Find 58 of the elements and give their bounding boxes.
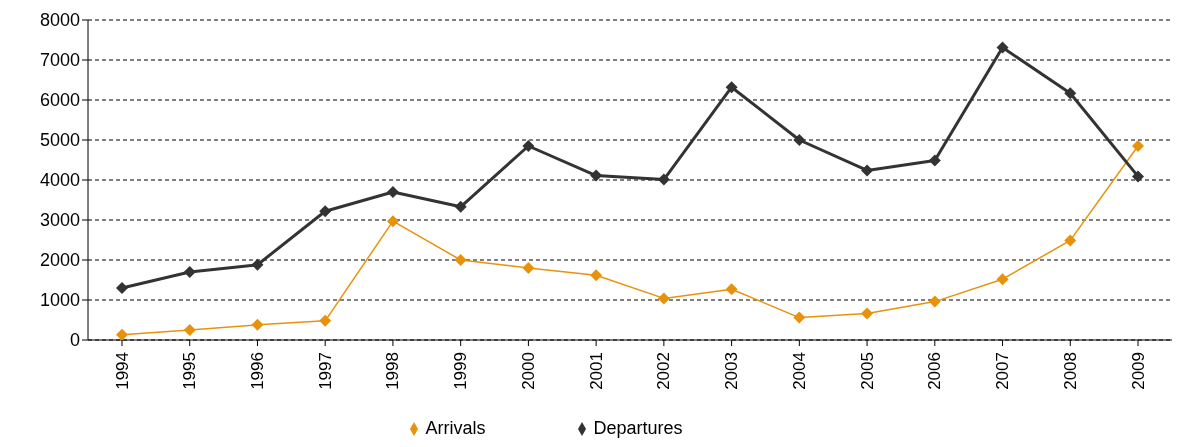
point (861, 164, 874, 177)
y-tick-label: 0 (69, 330, 80, 351)
point (928, 154, 941, 167)
point (116, 282, 128, 294)
legend-label: Departures (593, 418, 683, 438)
point (1132, 170, 1144, 183)
x-tick-label: 2002 (654, 352, 674, 390)
point (522, 140, 535, 152)
point (793, 311, 806, 324)
point (183, 324, 196, 336)
x-tick-label: 1999 (451, 352, 471, 390)
point (657, 292, 670, 305)
x-tick-label: 2004 (789, 352, 809, 390)
x-tick-label: 1997 (315, 352, 335, 390)
x-tick-label: 2006 (925, 352, 945, 390)
y-tick-label: 4000 (39, 170, 80, 191)
y-tick-label: 1000 (39, 290, 80, 311)
point (454, 200, 467, 213)
point (454, 254, 467, 266)
point (522, 262, 535, 274)
x-tick-label: 2007 (993, 352, 1013, 390)
x-tick-label: 2001 (586, 352, 606, 390)
x-tick-label: 1998 (383, 352, 403, 390)
point (590, 169, 603, 182)
x-tick-label: 2003 (722, 352, 742, 390)
point (183, 266, 196, 278)
point (319, 205, 332, 218)
point (251, 258, 264, 271)
point (116, 328, 128, 340)
point (725, 81, 738, 94)
point (386, 186, 399, 198)
point (1064, 87, 1077, 100)
y-tick-label: 7000 (39, 50, 80, 71)
y-tick-label: 8000 (39, 10, 80, 31)
legend-label: Arrivals (425, 418, 486, 438)
x-tick-label: 1994 (112, 352, 132, 390)
x-tick-label: 1995 (180, 352, 200, 390)
y-tick-label: 2000 (39, 250, 80, 271)
point (319, 314, 332, 327)
point (590, 269, 603, 282)
x-tick-label: 2005 (857, 352, 877, 390)
point (386, 215, 399, 228)
x-tick-label: 1996 (247, 352, 267, 390)
point (861, 307, 874, 320)
point (928, 295, 941, 308)
point (1064, 234, 1077, 247)
y-tick-label: 3000 (39, 210, 80, 231)
x-tick-label: 2009 (1128, 352, 1148, 390)
point (996, 41, 1009, 54)
y-tick-label: 6000 (39, 90, 80, 111)
point (251, 318, 264, 331)
point (1132, 140, 1144, 152)
x-tick-label: 2008 (1060, 352, 1080, 390)
point (793, 134, 806, 146)
y-tick-label: 5000 (39, 130, 80, 151)
point (996, 273, 1009, 286)
point (725, 283, 738, 296)
x-tick-label: 2000 (518, 352, 538, 390)
